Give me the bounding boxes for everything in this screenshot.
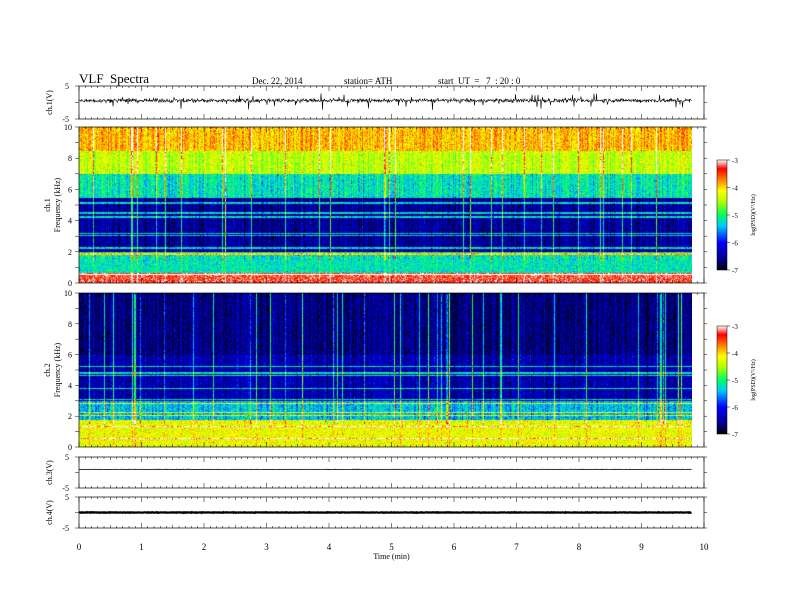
- ch4-waveform-ylabel: ch.4(V): [45, 500, 54, 525]
- axes: [75, 85, 730, 529]
- ch2-spectrogram-colorbar-tick-label: -7: [732, 431, 738, 439]
- ch2-spectrogram-colorbar: [716, 325, 728, 435]
- x-tick-label: 7: [514, 542, 519, 552]
- date-label: Dec. 22, 2014: [252, 76, 303, 86]
- figure-title: VLF Spectra: [79, 71, 150, 86]
- ch1-waveform-ytick-label: -5: [62, 115, 69, 124]
- ch1-spectrogram-ylabel: Frequency (kHz): [53, 177, 62, 232]
- ch1-spectrogram-channel-label: ch.1: [43, 198, 52, 212]
- ch1-spectrogram-ytick-label: 6: [68, 185, 72, 194]
- x-tick-label: 2: [202, 542, 207, 552]
- x-tick-label: 10: [700, 542, 710, 552]
- ch1-spectrogram-colorbar-label: log(PSD)(V²/Hz): [750, 194, 757, 235]
- ch4-waveform-ytick-label: 5: [65, 493, 69, 502]
- ch1-spectrogram-colorbar-tick-label: -5: [732, 212, 738, 220]
- ch2-spectrogram-colorbar-tick-label: -3: [732, 323, 738, 331]
- ch2-spectrogram-ytick-label: 8: [68, 320, 72, 329]
- ch1-spectrogram-colorbar: [716, 159, 728, 271]
- ch2-spectrogram-colorbar-tick-label: -5: [732, 377, 738, 385]
- ch1-spectrogram-colorbar-tick-label: -3: [732, 157, 738, 165]
- x-tick-label: 9: [639, 542, 644, 552]
- ch1-spectrogram-ytick-label: 0: [68, 279, 72, 288]
- ch1-spectrogram-ytick-label: 8: [68, 154, 72, 163]
- ch1-spectrogram-ytick-label: 10: [64, 123, 72, 132]
- ch2-spectrogram-ytick-label: 6: [68, 351, 72, 360]
- ch2-spectrogram-ytick-label: 4: [68, 381, 72, 390]
- ch4-waveform-ytick-label: -5: [62, 524, 69, 533]
- ch1-spectrogram-image: [79, 127, 692, 283]
- station-label: station= ATH: [344, 76, 393, 86]
- ch3-waveform-ytick-label: 5: [65, 453, 69, 462]
- ch2-spectrogram-image: [79, 293, 692, 447]
- ch4-waveform-line: [79, 510, 692, 515]
- x-axis-label: Time (min): [373, 552, 410, 561]
- ch2-spectrogram-ytick-label: 10: [64, 289, 72, 298]
- ch1-spectrogram-colorbar-tick-label: -4: [732, 185, 738, 193]
- start-time-label: start UT = 7 : 20 : 0: [438, 76, 521, 86]
- x-tick-label: 0: [77, 542, 82, 552]
- ch2-spectrogram-colorbar-tick-label: -6: [732, 404, 738, 412]
- ch1-spectrogram-ytick-label: 4: [68, 217, 72, 226]
- x-tick-label: 3: [264, 542, 269, 552]
- ch2-spectrogram-colorbar-tick-label: -4: [732, 350, 738, 358]
- x-tick-label: 5: [389, 542, 394, 552]
- ch2-spectrogram-ytick-label: 0: [68, 443, 72, 452]
- ch2-spectrogram-colorbar-label: log(PSD)(V²/Hz): [750, 359, 757, 400]
- waveform-lines: [78, 93, 692, 515]
- x-tick-label: 1: [139, 542, 144, 552]
- ch1-waveform-line: [79, 93, 692, 111]
- ch2-spectrogram-channel-label: ch.2: [43, 363, 52, 377]
- x-tick-label: 6: [452, 542, 457, 552]
- x-tick-label: 4: [327, 542, 332, 552]
- ch1-spectrogram-colorbar-tick-label: -6: [732, 240, 738, 248]
- ch2-spectrogram-ytick-label: 2: [68, 412, 72, 421]
- ch1-waveform-ylabel: ch.1(V): [45, 90, 54, 115]
- x-tick-label: 8: [577, 542, 582, 552]
- ch1-spectrogram-ytick-label: 2: [68, 248, 72, 257]
- ch2-spectrogram-ylabel: Frequency (kHz): [53, 342, 62, 397]
- ch1-waveform-ytick-label: 5: [65, 82, 69, 91]
- ch3-waveform-ytick-label: -5: [62, 484, 69, 493]
- spectrogram-images: [79, 127, 692, 447]
- ch3-waveform-ylabel: ch.3(V): [45, 460, 54, 485]
- ch1-spectrogram-colorbar-tick-label: -7: [732, 267, 738, 275]
